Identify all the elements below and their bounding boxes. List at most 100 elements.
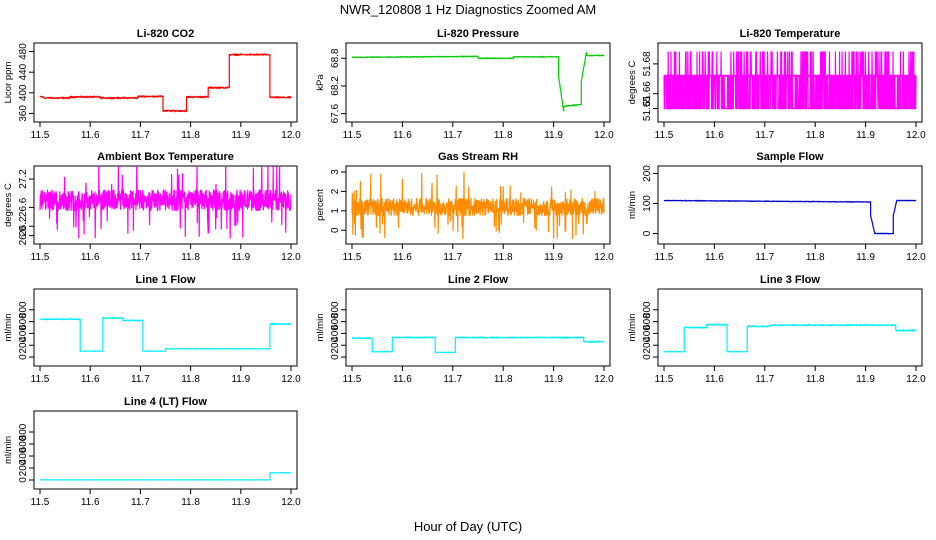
x-tick-label: 11.5 — [655, 130, 674, 141]
y-tick-label: 200 — [18, 336, 29, 353]
x-tick-label: 11.8 — [806, 130, 825, 141]
y-tick-label: 600 — [330, 313, 341, 330]
x-tick-label: 11.8 — [181, 252, 200, 263]
x-tick-label: 12.0 — [281, 374, 301, 385]
series — [39, 472, 292, 481]
y-axis-label: ml/min — [315, 314, 326, 342]
panel-title: Line 1 Flow — [136, 274, 196, 286]
y-tick-label: 400 — [18, 325, 29, 342]
x-tick-label: 11.5 — [655, 252, 674, 263]
panel-5: Gas Stream RH 11.5 11.6 11.7 11.8 11.9 12.0 0 1 2… — [315, 151, 614, 263]
series — [663, 323, 917, 353]
x-tick-label: 11.8 — [181, 130, 200, 141]
y-tick-label: 51.66 — [642, 81, 653, 106]
panel-title: Li-820 Temperature — [740, 28, 841, 40]
panel-6: Sample Flow 11.5 11.6 11.7 11.8 11.9 12.0 0 100 2… — [627, 151, 926, 263]
x-tick-label: 11.6 — [81, 374, 100, 385]
y-tick-label: 800 — [330, 301, 341, 318]
y-axis-label: Licor ppm — [3, 62, 14, 104]
y-tick-label: 100 — [642, 195, 653, 212]
y-tick-label: 360 — [18, 105, 29, 122]
panel-title: Li-820 Pressure — [437, 28, 519, 40]
y-tick-label: 26.0 — [18, 225, 29, 245]
panel-title: Gas Stream RH — [438, 151, 518, 163]
y-axis-label: percent — [315, 189, 326, 221]
x-tick-label: 11.7 — [131, 130, 150, 141]
x-tick-label: 11.5 — [343, 374, 362, 385]
x-tick-label: 12.0 — [281, 130, 301, 141]
series-line — [351, 51, 605, 112]
series-line — [39, 316, 292, 352]
series — [351, 51, 605, 112]
series-line — [351, 171, 605, 240]
x-tick-label: 11.8 — [494, 374, 513, 385]
plot-frame — [345, 42, 611, 123]
x-tick-label: 11.5 — [343, 252, 362, 263]
y-axis-label: ml/min — [627, 191, 638, 219]
panel-1: Li-820 CO2 11.5 11.6 11.7 11.8 11.9 12.0 360 400… — [3, 28, 301, 141]
x-tick-label: 11.8 — [181, 497, 200, 508]
x-tick-label: 11.6 — [81, 497, 100, 508]
y-tick-label: 0 — [642, 230, 653, 236]
y-axis-label: degrees C — [627, 60, 638, 104]
panel-2: Li-820 Pressure 11.5 11.6 11.7 11.8 11.9 12.0 6… — [315, 28, 614, 141]
series — [663, 199, 917, 235]
y-axis-label: ml/min — [627, 314, 638, 342]
x-tick-label: 11.5 — [343, 130, 362, 141]
x-tick-label: 11.8 — [806, 252, 825, 263]
x-tick-label: 11.7 — [755, 374, 774, 385]
x-tick-label: 11.6 — [705, 252, 724, 263]
x-tick-label: 11.5 — [31, 497, 50, 508]
x-tick-label: 11.5 — [31, 130, 50, 141]
y-tick-label: 200 — [642, 336, 653, 353]
figure-title: NWR_120808 1 Hz Diagnostics Zoomed AM — [340, 2, 597, 17]
y-tick-label: 600 — [18, 313, 29, 330]
y-tick-label: 26.2 — [18, 216, 29, 236]
y-tick-label: 400 — [330, 325, 341, 342]
series — [39, 53, 292, 113]
y-tick-label: 400 — [642, 325, 653, 342]
panel-10: Line 4 (LT) Flow 11.5 11.6 11.7 11.8 11.9 12.0… — [3, 396, 301, 508]
y-tick-label: 0 — [18, 477, 29, 483]
panel-title: Line 4 (LT) Flow — [124, 396, 207, 408]
y-tick-label: 400 — [18, 447, 29, 464]
y-tick-label: 440 — [18, 63, 29, 80]
series-line — [663, 199, 917, 235]
y-tick-label: 0 — [330, 354, 341, 360]
y-axis-label: degrees C — [3, 183, 14, 227]
x-tick-label: 11.5 — [31, 374, 50, 385]
y-tick-label: 400 — [18, 84, 29, 101]
panel-title: Sample Flow — [756, 151, 824, 163]
series-line — [663, 323, 917, 353]
panel-grid: Li-820 CO2 11.5 11.6 11.7 11.8 11.9 12.0 360 400… — [3, 28, 926, 508]
x-tick-label: 12.0 — [906, 374, 926, 385]
y-tick-label: 200 — [642, 165, 653, 182]
panel-title: Line 3 Flow — [760, 274, 820, 286]
panel-7: Line 1 Flow 11.5 11.6 11.7 11.8 11.9 12.0 02004… — [3, 274, 301, 385]
x-tick-label: 12.0 — [281, 497, 301, 508]
x-tick-label: 11.7 — [131, 497, 150, 508]
plot-frame — [657, 42, 923, 123]
x-tick-label: 11.6 — [81, 252, 100, 263]
y-tick-label: 3 — [330, 169, 341, 175]
y-tick-label: 200 — [330, 336, 341, 353]
y-tick-label: 800 — [18, 301, 29, 318]
x-tick-label: 11.7 — [755, 252, 774, 263]
y-tick-label: 51.65 — [642, 96, 653, 121]
plot-frame — [657, 165, 923, 245]
panel-title: Li-820 CO2 — [137, 28, 194, 40]
x-tick-label: 11.5 — [655, 374, 674, 385]
panel-3: Li-820 Temperature 11.5 11.6 11.7 11.8 11.9 12… — [627, 28, 926, 141]
x-tick-label: 11.9 — [231, 252, 250, 263]
y-tick-label: 2 — [330, 188, 341, 194]
x-tick-label: 11.6 — [393, 252, 412, 263]
y-tick-label: 480 — [18, 43, 29, 60]
x-tick-label: 11.8 — [806, 374, 825, 385]
x-tick-label: 12.0 — [281, 252, 301, 263]
x-tick-label: 11.6 — [393, 130, 412, 141]
x-tick-label: 11.9 — [544, 252, 563, 263]
y-axis-label: ml/min — [3, 436, 14, 464]
y-tick-label: 0 — [642, 354, 653, 360]
plot-frame — [33, 410, 298, 490]
